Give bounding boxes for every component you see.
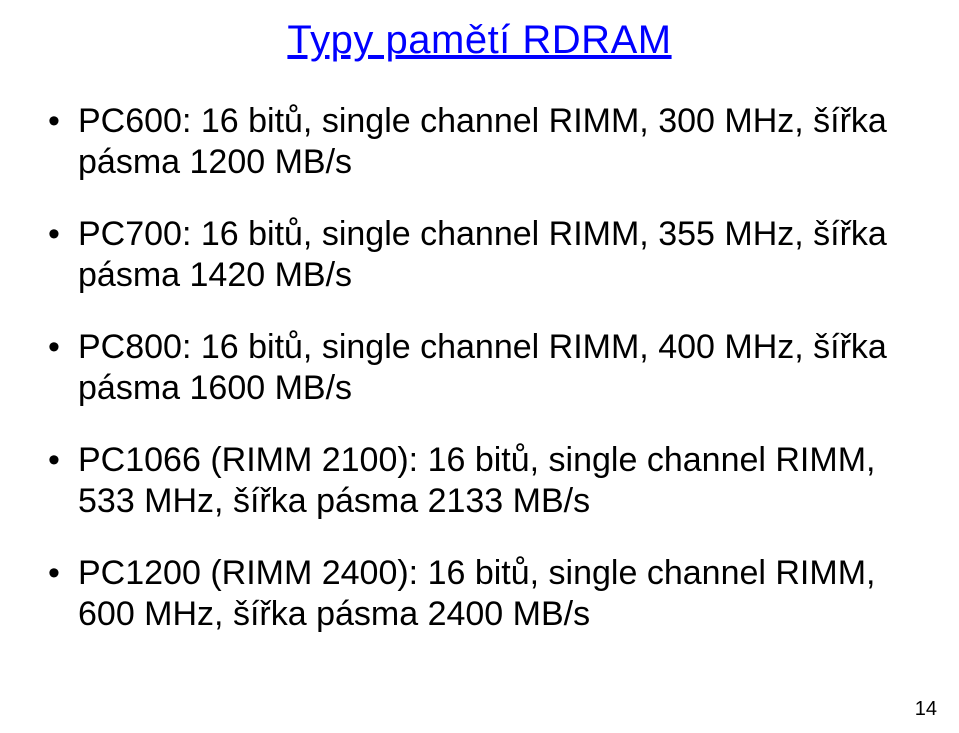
slide: Typy pamětí RDRAM PC600: 16 bitů, single… [0,0,959,733]
bullet-item: PC700: 16 bitů, single channel RIMM, 355… [48,214,911,297]
page-number: 14 [915,698,937,721]
slide-title: Typy pamětí RDRAM [48,18,911,63]
bullet-item: PC1200 (RIMM 2400): 16 bitů, single chan… [48,553,911,636]
bullet-item: PC600: 16 bitů, single channel RIMM, 300… [48,101,911,184]
bullet-item: PC800: 16 bitů, single channel RIMM, 400… [48,327,911,410]
bullet-item: PC1066 (RIMM 2100): 16 bitů, single chan… [48,440,911,523]
bullet-list: PC600: 16 bitů, single channel RIMM, 300… [48,101,911,636]
